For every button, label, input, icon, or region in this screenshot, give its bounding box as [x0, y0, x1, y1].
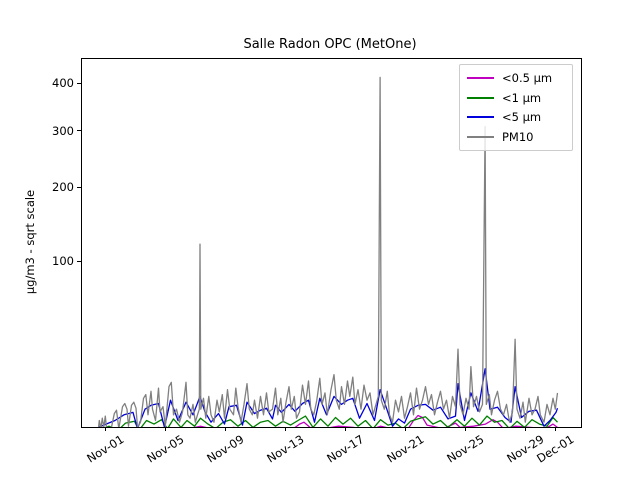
x-tick-label: Nov-21 — [384, 432, 427, 466]
x-tick-mark — [284, 427, 286, 431]
legend-line-swatch-lt05um — [467, 76, 494, 79]
y-tick-label: 300 — [52, 123, 74, 138]
x-tick-label: Nov-01 — [84, 432, 127, 466]
x-tick-mark — [554, 427, 556, 431]
y-tick-mark — [77, 186, 81, 188]
x-tick-label: Nov-25 — [444, 432, 487, 466]
legend-item-lt5um: <5 µm — [460, 108, 572, 128]
x-tick-mark — [224, 427, 226, 431]
y-tick-label: 200 — [52, 180, 74, 195]
x-tick-label: Nov-17 — [324, 432, 367, 466]
series-line-pm10 — [97, 76, 559, 427]
data-series-plot — [97, 76, 559, 427]
legend-label: <1 µm — [502, 90, 542, 105]
legend-item-pm10: PM10 — [460, 127, 572, 147]
y-tick-mark — [77, 130, 81, 132]
x-tick-mark — [404, 427, 406, 431]
x-tick-mark — [344, 427, 346, 431]
legend-label: <5 µm — [502, 110, 542, 125]
y-tick-mark — [77, 82, 81, 84]
y-tick-label: 400 — [52, 76, 74, 90]
y-tick-label: 100 — [52, 254, 74, 268]
plot-area — [81, 58, 582, 428]
x-tick-mark — [104, 427, 106, 431]
legend-item-lt05um: <0.5 µm — [460, 68, 572, 88]
series-line-lt05um — [157, 414, 558, 427]
legend-label: <0.5 µm — [502, 70, 553, 85]
legend-line-swatch-lt1um — [467, 96, 494, 99]
legend-label: PM10 — [502, 130, 534, 145]
legend-line-swatch-pm10 — [467, 136, 494, 139]
x-tick-mark — [524, 427, 526, 431]
series-line-lt1um — [105, 415, 558, 427]
y-tick-mark — [77, 260, 81, 262]
legend: <0.5 µm <1 µm <5 µm PM10 — [459, 64, 573, 151]
x-tick-mark — [164, 427, 166, 431]
y-axis-label: µg/m3 - sqrt scale — [23, 189, 37, 295]
x-tick-label: Nov-09 — [204, 432, 247, 466]
chart-title: Salle Radon OPC (MetOne) — [243, 37, 417, 52]
legend-line-swatch-lt5um — [467, 116, 494, 119]
x-tick-label: Nov-13 — [264, 432, 307, 466]
legend-item-lt1um: <1 µm — [460, 88, 572, 108]
x-tick-mark — [464, 427, 466, 431]
x-tick-label: Nov-05 — [144, 432, 187, 466]
